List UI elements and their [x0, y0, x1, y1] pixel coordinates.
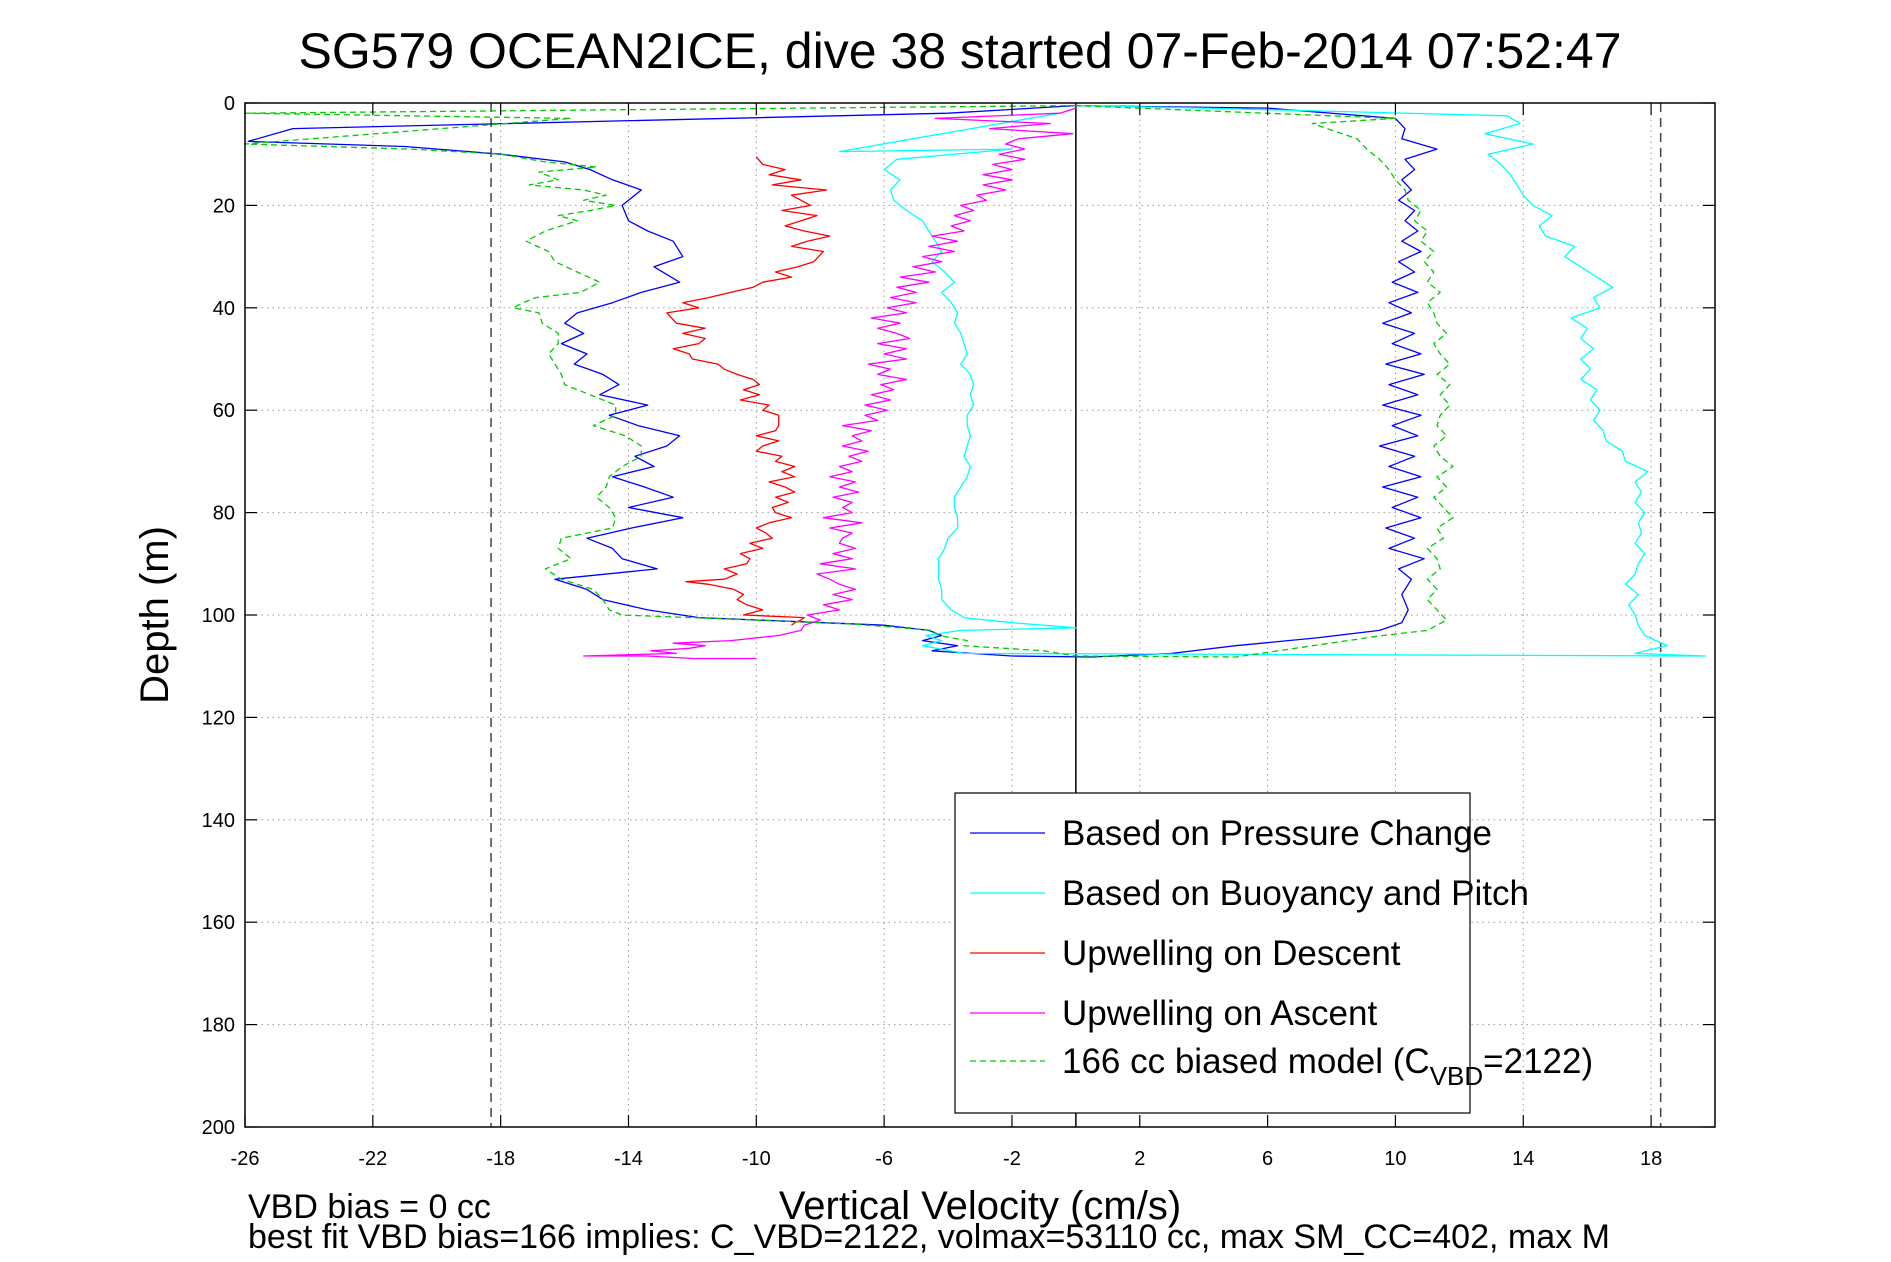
y-tick-label: 100: [202, 605, 235, 627]
legend-label-subscript: VBD: [1430, 1061, 1483, 1091]
x-tick-label: 10: [1384, 1148, 1406, 1170]
legend-label: Based on Buoyancy and Pitch: [1062, 874, 1529, 913]
annotation-vbd-bias: VBD bias = 0 cc: [248, 1188, 491, 1226]
x-tick-label: -14: [614, 1148, 643, 1170]
y-tick-label: 20: [213, 195, 235, 217]
series-line-4: [244, 104, 1454, 658]
x-tick-label: -10: [742, 1148, 771, 1170]
legend-label-tail: =2122): [1483, 1042, 1593, 1081]
x-tick-label: -26: [231, 1148, 260, 1170]
y-axis-label: Depth (m): [133, 526, 177, 704]
series-line-0: [247, 104, 1438, 658]
legend-label-main: 166 cc biased model (C: [1062, 1042, 1430, 1081]
y-tick-label: 160: [202, 912, 235, 934]
chart-title: SG579 OCEAN2ICE, dive 38 started 07-Feb-…: [299, 23, 1622, 79]
x-tick-label: -6: [875, 1148, 893, 1170]
x-axis-label: Vertical Velocity (cm/s): [779, 1184, 1181, 1228]
series-line-2: [666, 156, 831, 626]
series-line-3: [583, 107, 1077, 660]
x-tick-label: 14: [1512, 1148, 1534, 1170]
legend-label: Upwelling on Ascent: [1062, 994, 1377, 1033]
x-tick-label: -2: [1003, 1148, 1021, 1170]
x-tick-label: 2: [1134, 1148, 1145, 1170]
legend-label: Upwelling on Descent: [1062, 934, 1401, 973]
x-tick-label: -18: [486, 1148, 515, 1170]
y-tick-label: 0: [224, 93, 235, 115]
legend: Based on Pressure Change Based on Buoyanc…: [954, 792, 1593, 1114]
y-tick-label: 80: [213, 503, 235, 525]
annotation-best-fit: best fit VBD bias=166 implies: C_VBD=212…: [248, 1218, 1610, 1256]
x-tick-label: 6: [1262, 1148, 1273, 1170]
y-tick-label: 60: [213, 400, 235, 422]
y-tick-label: 200: [202, 1117, 235, 1139]
x-tick-label: 18: [1640, 1148, 1662, 1170]
y-axis: 0 20 40 60 80 100 120 140 160 180 200: [202, 93, 1715, 1139]
y-tick-label: 140: [202, 810, 235, 832]
x-tick-label: -22: [358, 1148, 387, 1170]
series-line-1: [838, 104, 1707, 657]
y-tick-label: 180: [202, 1015, 235, 1037]
x-axis: -26 -22 -18 -14 -10 -6 -2 2 6 10 14 18: [231, 103, 1662, 1170]
legend-label: 166 cc biased model (CVBD=2122): [1062, 1042, 1593, 1091]
y-tick-label: 40: [213, 298, 235, 320]
legend-label: Based on Pressure Change: [1062, 814, 1492, 853]
y-tick-label: 120: [202, 707, 235, 729]
series-group: [244, 104, 1707, 660]
